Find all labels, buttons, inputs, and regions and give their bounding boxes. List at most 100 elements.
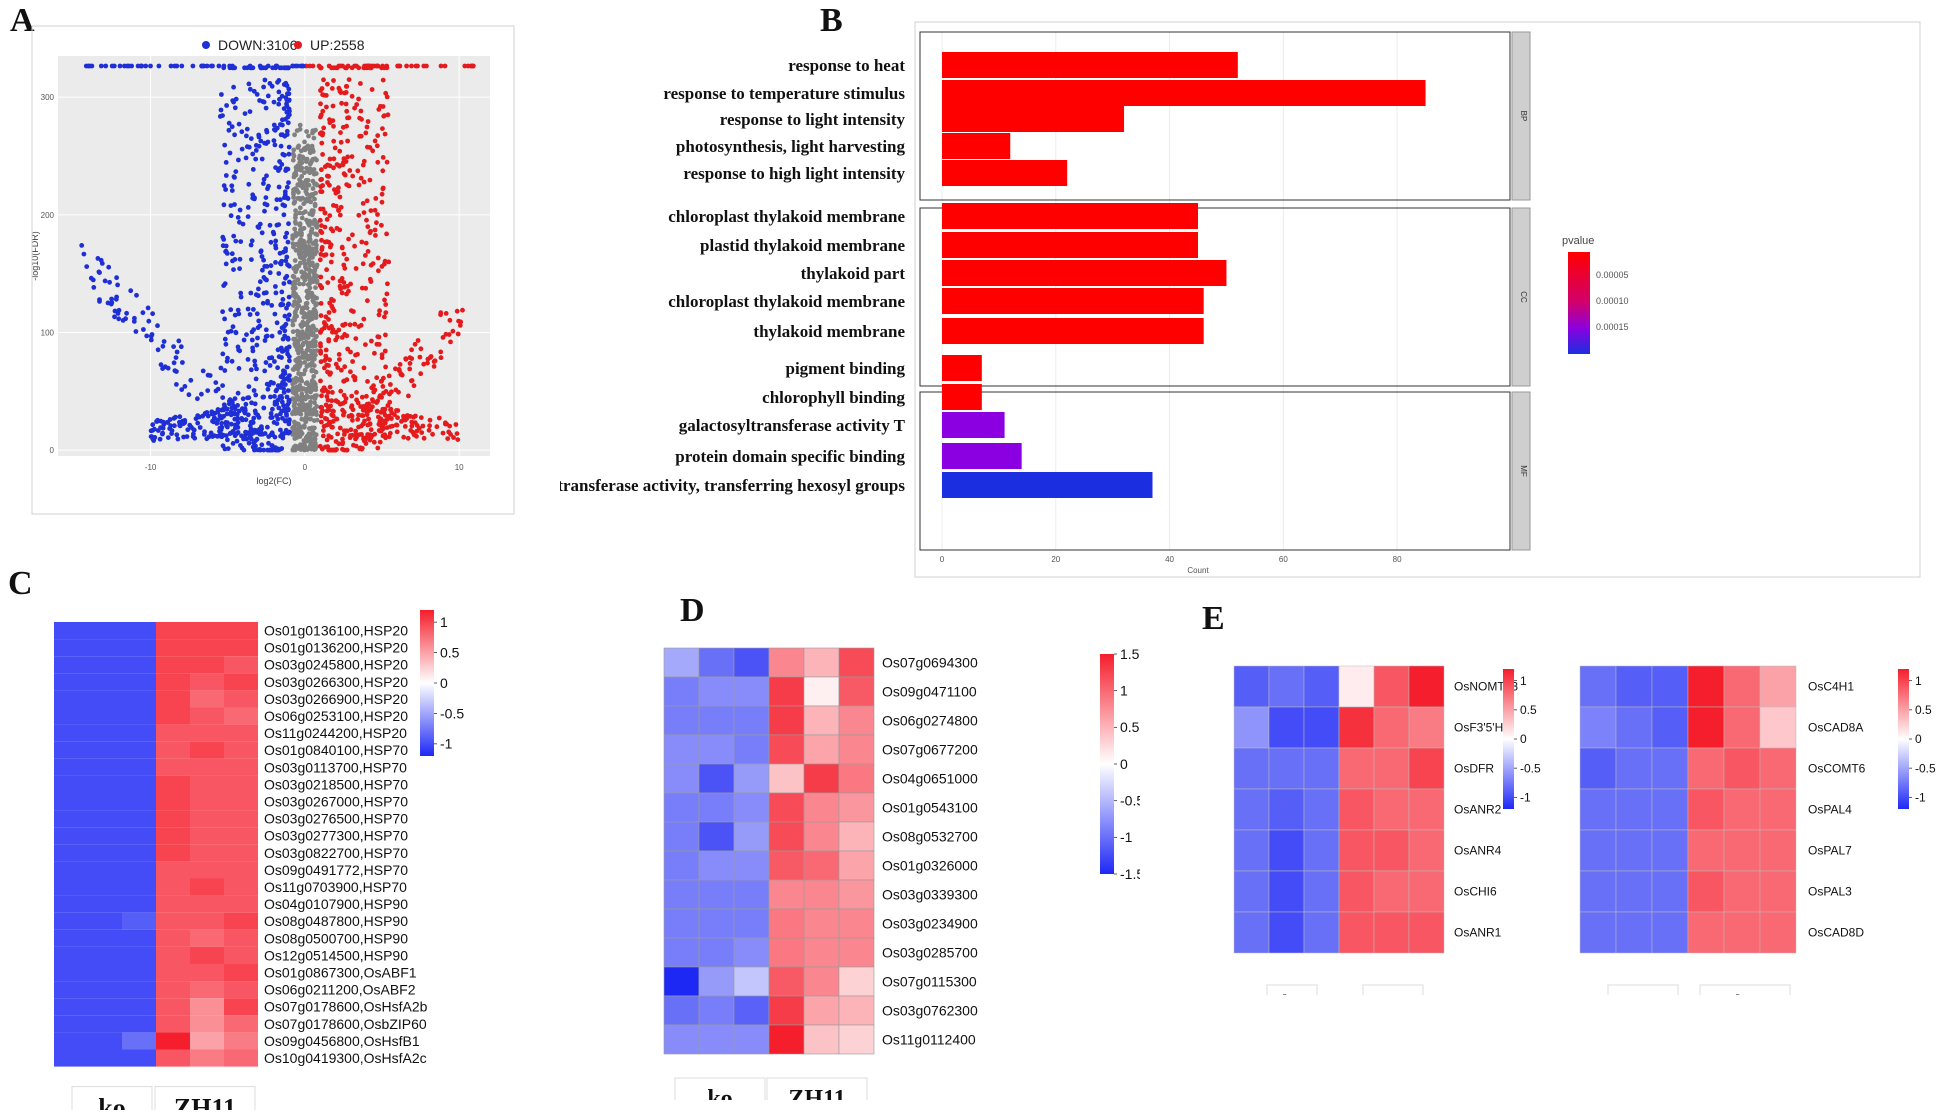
- data-point: [330, 424, 335, 430]
- data-point: [160, 431, 165, 437]
- data-point: [318, 359, 324, 365]
- data-point: [235, 430, 241, 435]
- data-point: [290, 318, 295, 324]
- data-point: [307, 343, 313, 348]
- data-point: [372, 350, 377, 356]
- data-point: [323, 355, 329, 361]
- data-point-capped: [111, 63, 117, 69]
- data-point: [306, 198, 312, 204]
- data-point: [436, 415, 442, 421]
- data-point: [299, 310, 305, 315]
- row-label: Os07g0115300: [882, 973, 977, 989]
- heatmap-cell: [698, 937, 735, 968]
- heatmap-cell: [224, 981, 258, 999]
- data-point: [331, 123, 336, 129]
- data-point: [296, 446, 302, 451]
- data-point: [158, 425, 164, 430]
- data-point: [178, 344, 184, 350]
- data-point: [272, 434, 278, 440]
- data-point: [280, 122, 285, 128]
- data-point: [308, 229, 314, 235]
- data-point: [379, 352, 385, 357]
- data-point: [312, 201, 318, 207]
- data-point: [249, 257, 254, 262]
- facet-strip-label: MF: [1519, 465, 1528, 477]
- data-point: [322, 210, 328, 216]
- heatmap-cell: [1303, 706, 1340, 749]
- data-point: [228, 203, 234, 209]
- heatmap-cell: [838, 734, 875, 765]
- data-point: [222, 336, 228, 342]
- data-point: [220, 395, 226, 400]
- data-point: [296, 355, 302, 361]
- data-point: [374, 220, 379, 226]
- data-point: [228, 213, 234, 219]
- data-point: [229, 251, 235, 257]
- data-point: [318, 101, 323, 107]
- data-point: [265, 298, 270, 304]
- data-point: [411, 383, 417, 389]
- data-point: [287, 112, 292, 118]
- heatmap-cell: [190, 981, 224, 999]
- heatmap-cell: [663, 1024, 700, 1055]
- heatmap-cell: [224, 861, 258, 879]
- data-point: [337, 212, 343, 218]
- heatmap-cell: [190, 998, 224, 1016]
- data-point: [310, 330, 316, 336]
- data-point: [299, 230, 304, 236]
- data-point: [327, 182, 332, 188]
- heatmap-c: Os01g0136100,HSP20Os01g0136200,HSP20Os03…: [54, 610, 464, 1110]
- data-point: [310, 156, 316, 162]
- heatmap-cell: [88, 895, 122, 913]
- heatmap-cell: [1651, 788, 1689, 831]
- data-point: [319, 409, 325, 415]
- data-point: [299, 416, 305, 422]
- data-point: [297, 210, 302, 216]
- heatmap-cell: [156, 810, 190, 828]
- heatmap-cell: [733, 995, 770, 1026]
- heatmap-cell: [190, 1015, 224, 1033]
- row-label: OsPAL7: [1808, 844, 1852, 858]
- data-point: [236, 311, 242, 317]
- data-point: [302, 139, 307, 145]
- heatmap-cell: [838, 1024, 875, 1055]
- heatmap-cell: [1651, 829, 1689, 872]
- data-point: [258, 248, 264, 254]
- data-point: [249, 400, 255, 406]
- heatmap-cell: [1233, 870, 1270, 913]
- data-point: [307, 277, 313, 283]
- data-point: [267, 355, 272, 361]
- data-point: [168, 423, 174, 429]
- data-point: [336, 185, 341, 191]
- data-point: [293, 247, 299, 253]
- data-point: [426, 427, 432, 433]
- data-point: [329, 398, 335, 404]
- heatmap-cell: [190, 861, 224, 879]
- heatmap-cell: [1303, 829, 1340, 872]
- data-point: [348, 427, 354, 433]
- data-point: [251, 88, 257, 94]
- data-point: [318, 206, 323, 212]
- heatmap-cell: [698, 705, 735, 736]
- data-point: [365, 224, 371, 230]
- heatmap-cell: [663, 763, 700, 794]
- data-point: [380, 186, 386, 192]
- data-point: [296, 189, 301, 195]
- data-point: [269, 333, 275, 339]
- data-point: [255, 335, 260, 341]
- heatmap-cell: [122, 793, 156, 811]
- row-label: Os08g0500700,HSP90: [264, 930, 408, 946]
- data-point: [295, 366, 301, 372]
- data-point: [230, 324, 236, 330]
- data-point: [264, 129, 270, 135]
- data-point: [240, 396, 246, 402]
- data-point: [265, 386, 271, 392]
- data-point: [283, 258, 289, 264]
- data-point: [106, 264, 112, 270]
- data-point: [228, 307, 234, 313]
- data-point: [254, 311, 260, 317]
- data-point: [263, 327, 269, 333]
- heatmap-cell: [88, 946, 122, 964]
- data-point: [284, 184, 290, 190]
- data-point: [350, 432, 355, 438]
